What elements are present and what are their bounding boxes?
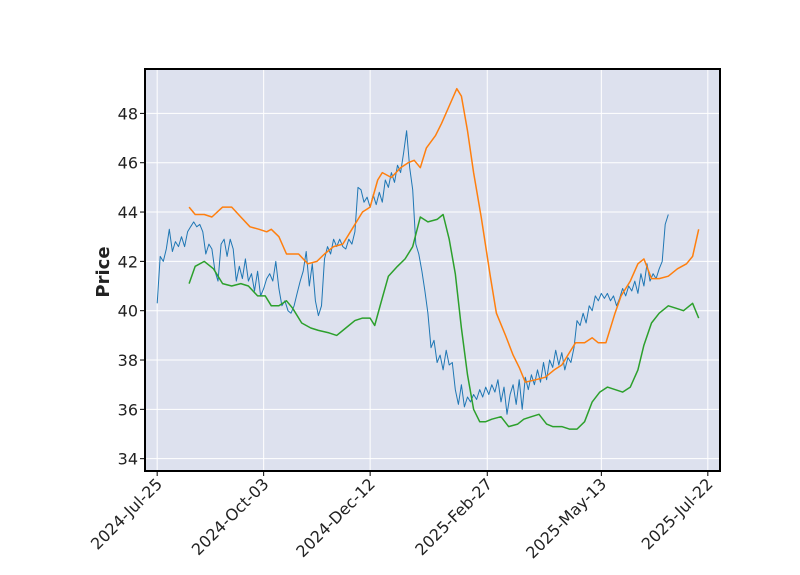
series-line-3: [188, 213, 700, 430]
y-tick-label: 34: [118, 450, 138, 469]
y-tick-label: 48: [118, 104, 138, 123]
y-tick-label: 46: [118, 154, 138, 173]
grid-lines: [145, 69, 720, 471]
y-axis: 34 36 38 40 42 44 46 48: [118, 104, 145, 469]
y-tick-label: 38: [118, 351, 138, 370]
x-tick-label: 2025-Feb-27: [411, 474, 496, 559]
x-tick-label: 2025-May-13: [522, 474, 610, 562]
plot-frame: [144, 68, 721, 472]
y-tick-label: 42: [118, 252, 138, 271]
x-tick-label: 2025-Jul-22: [638, 474, 717, 553]
plot-background: [145, 69, 720, 471]
y-tick-label: 44: [118, 203, 138, 222]
y-axis-title: Price: [93, 246, 114, 297]
x-axis: 2024-Jul-25 2024-Oct-03 2024-Dec-12 2025-Fe…: [87, 471, 717, 562]
y-tick-label: 40: [118, 302, 138, 321]
series-line-1: [156, 130, 669, 415]
x-tick-label: 2024-Oct-03: [188, 474, 273, 559]
series-lines: [156, 87, 700, 430]
y-tick-label: 36: [118, 400, 138, 419]
series-line-2: [188, 87, 700, 383]
x-tick-label: 2024-Jul-25: [87, 474, 166, 553]
x-tick-label: 2024-Dec-12: [292, 474, 379, 561]
